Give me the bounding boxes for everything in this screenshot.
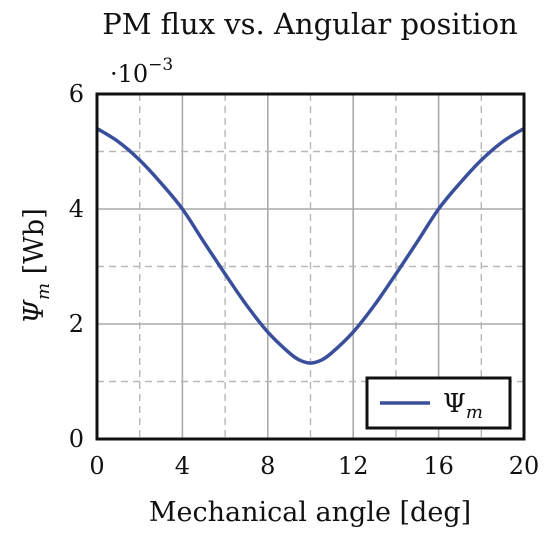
x-tick-label: 20 <box>509 452 540 480</box>
y-axis-symbol: Ψ <box>19 299 50 324</box>
x-tick-label: 0 <box>89 452 104 480</box>
x-tick-labels: 0 4 8 12 16 20 <box>89 452 539 480</box>
chart-title: PM flux vs. Angular position <box>102 7 517 41</box>
y-axis-unit: [Wb] <box>19 208 50 274</box>
legend-subscript: m <box>466 402 483 423</box>
y-scale-exponent: −3 <box>148 55 173 75</box>
legend-label: Ψm <box>443 389 483 423</box>
x-tick-label: 4 <box>175 452 190 480</box>
y-tick-label: 2 <box>69 310 84 338</box>
x-axis-label: Mechanical angle [deg] <box>149 497 471 528</box>
x-tick-label: 16 <box>423 452 454 480</box>
y-scale-label: ·10−3 <box>110 55 173 88</box>
y-tick-label: 4 <box>69 195 84 223</box>
line-layer <box>96 127 525 365</box>
legend: Ψm <box>365 376 512 430</box>
y-tick-label: 6 <box>69 80 84 108</box>
series-line-psi-m <box>96 127 525 365</box>
legend-box <box>365 376 512 430</box>
y-axis-label: Ψm [Wb] <box>19 208 54 323</box>
x-tick-label: 8 <box>260 452 275 480</box>
y-tick-labels: 0 2 4 6 <box>69 80 84 453</box>
y-scale-base: ·10 <box>110 60 148 88</box>
y-tick-label: 0 <box>69 425 84 453</box>
legend-symbol: Ψ <box>443 389 466 419</box>
x-tick-label: 12 <box>338 452 369 480</box>
plot-frame <box>95 92 526 441</box>
y-axis-subscript: m <box>33 283 54 300</box>
